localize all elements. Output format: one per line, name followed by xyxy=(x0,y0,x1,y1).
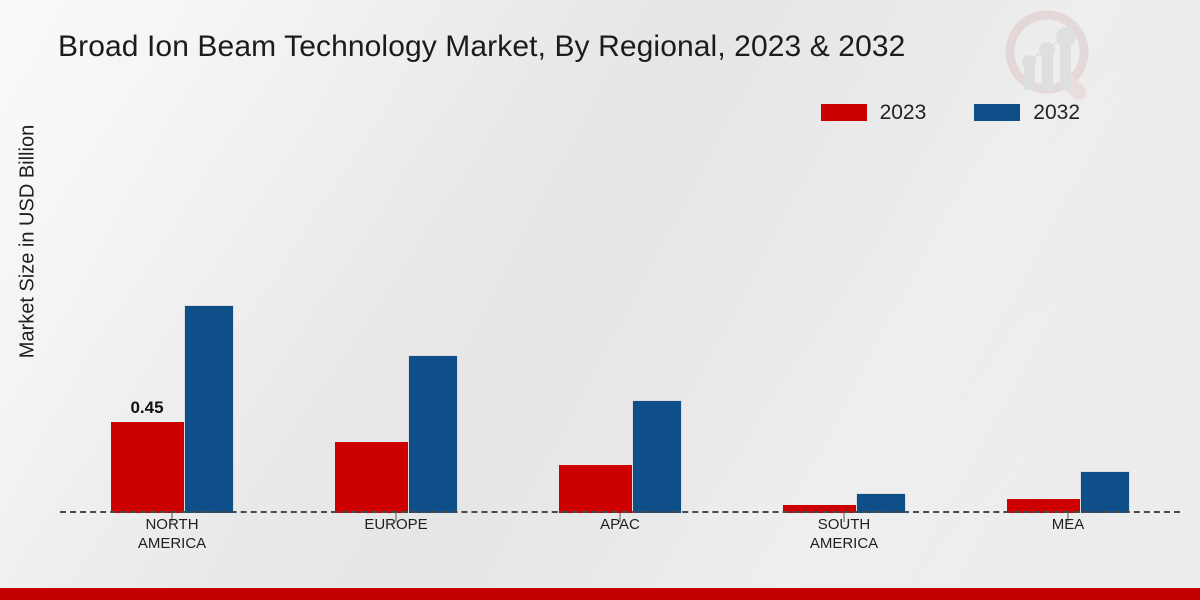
legend-label-2023: 2023 xyxy=(879,101,927,124)
bar-2023-south-america[interactable] xyxy=(782,505,856,513)
bar-2032-north-america[interactable] xyxy=(183,305,234,513)
bar-2032-south-america[interactable] xyxy=(855,493,906,513)
legend-item-2032[interactable]: 2032 xyxy=(974,102,1080,123)
bar-2032-europe[interactable] xyxy=(407,355,458,513)
x-axis-category-label: APAC xyxy=(600,515,640,534)
category-label-line: NORTH xyxy=(145,516,199,533)
x-axis-category-label: EUROPE xyxy=(364,515,427,534)
page-title: Broad Ion Beam Technology Market, By Reg… xyxy=(58,30,906,63)
chart-legend: 2023 2032 xyxy=(820,101,1080,124)
x-axis-category-label: NORTH AMERICA xyxy=(138,515,206,553)
bar-group: MEA xyxy=(956,130,1180,533)
bar-2032-apac[interactable] xyxy=(631,400,682,513)
bar-value-label: 0.45 xyxy=(130,398,164,417)
y-axis-title: Market Size in USD Billion xyxy=(16,124,39,359)
bar-chart-plot-area: 0.45 NORTH AMERICA EUROPE APAC SOUTH AMERICA ME… xyxy=(60,130,1180,552)
bar-2023-apac[interactable] xyxy=(558,465,632,513)
bar-2023-mea[interactable] xyxy=(1006,499,1080,513)
bar-group: APAC xyxy=(508,130,732,533)
x-axis-tick xyxy=(843,513,845,522)
bar-2023-north-america[interactable]: 0.45 xyxy=(110,398,184,513)
category-label-line: MEA xyxy=(1051,516,1085,533)
x-axis-category-label: SOUTH AMERICA xyxy=(810,515,878,553)
bar-group: 0.45 NORTH AMERICA xyxy=(60,130,284,552)
bar-2023-europe[interactable] xyxy=(334,442,408,513)
x-axis-tick xyxy=(1067,513,1069,522)
category-label-line: APAC xyxy=(600,516,640,533)
bar-group: EUROPE xyxy=(284,130,508,533)
category-label-line: AMERICA xyxy=(809,535,879,552)
x-axis-category-label: MEA xyxy=(1052,515,1085,534)
x-axis-baseline xyxy=(60,511,1180,513)
x-axis-tick xyxy=(619,513,621,522)
bar-group: SOUTH AMERICA xyxy=(732,130,956,552)
bar-2032-mea[interactable] xyxy=(1079,471,1130,513)
category-label-line: SOUTH xyxy=(817,516,871,533)
footer-accent-bar xyxy=(0,588,1200,600)
legend-label-2032: 2032 xyxy=(1033,101,1080,124)
x-axis-tick xyxy=(171,513,173,522)
x-axis-tick xyxy=(395,513,397,522)
legend-item-2023[interactable]: 2023 xyxy=(820,101,927,124)
category-label-line: AMERICA xyxy=(137,535,207,552)
legend-swatch-2023 xyxy=(820,104,867,121)
legend-swatch-2032 xyxy=(974,104,1021,121)
category-label-line: EUROPE xyxy=(364,516,428,533)
